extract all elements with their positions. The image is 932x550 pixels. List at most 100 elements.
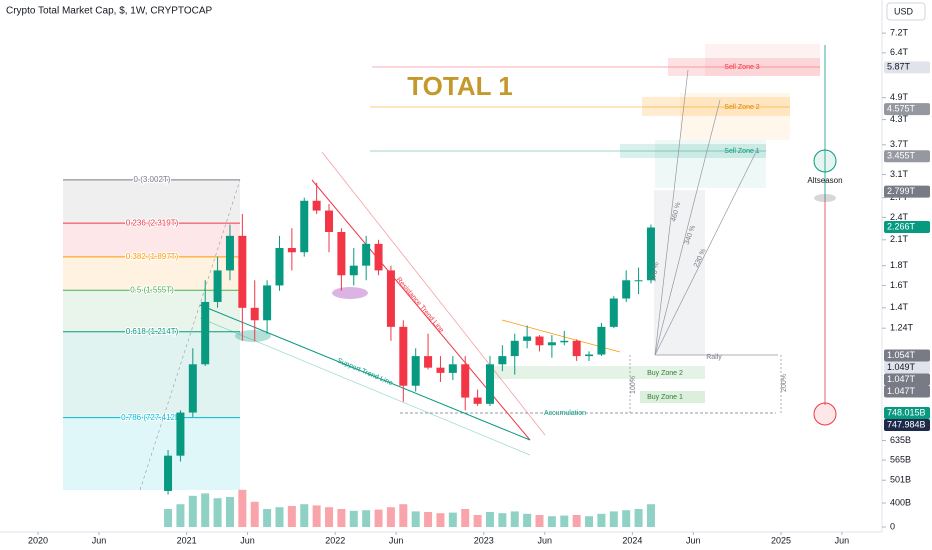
candle-body	[535, 336, 544, 346]
accumulation-label: Accumulation	[544, 410, 586, 417]
volume-bar	[362, 510, 371, 527]
candle-body	[263, 285, 272, 321]
candle-body	[325, 210, 334, 233]
price-tag	[884, 185, 930, 198]
x-tick-label: Jun	[389, 535, 404, 545]
x-tick-label: 2025	[771, 535, 791, 545]
x-tick-label: 2024	[622, 535, 642, 545]
fib-band	[63, 179, 240, 224]
y-tick-label: 7.2T	[890, 27, 909, 37]
x-tick-label: Jun	[537, 535, 552, 545]
marker-circle	[813, 402, 837, 426]
volume-bar	[386, 507, 395, 527]
volume-bar	[374, 509, 383, 527]
price-tag-label: 2.799T	[887, 186, 916, 196]
candle-body	[349, 265, 358, 276]
buy-zone	[640, 391, 705, 403]
fib-band	[63, 331, 240, 418]
fib-retracement: 0 (3.002T) 0.236 (2.319T) 0.382 (1.897T) 0.…	[63, 174, 240, 490]
price-tag-label: 2.266T	[887, 221, 916, 231]
y-tick-label: 501B	[890, 475, 911, 485]
x-tick-label: Jun	[686, 535, 701, 545]
candle-body	[634, 280, 643, 282]
currency-label[interactable]: USD	[894, 6, 914, 16]
zone-box	[680, 93, 790, 140]
fan-line	[654, 149, 758, 356]
volume-bar	[201, 493, 210, 527]
x-tick-label: 2020	[28, 535, 48, 545]
candle-body	[436, 367, 445, 373]
currency-button[interactable]	[886, 2, 926, 21]
candle-body	[213, 270, 222, 302]
projection-box	[654, 190, 705, 355]
price-tag	[884, 103, 930, 116]
volume-bar	[597, 513, 606, 527]
sell-zone	[642, 97, 790, 116]
volume-bar	[188, 495, 197, 527]
y-tick-label: 2.4T	[890, 212, 909, 222]
x-tick-label: 2023	[474, 535, 494, 545]
candle-body	[424, 356, 433, 368]
volume-bar	[337, 509, 346, 527]
volume-bar	[250, 501, 259, 527]
candle-body	[312, 200, 321, 211]
volume-bar	[461, 509, 470, 527]
fib-label: 0.5 (1.555T)	[130, 285, 174, 294]
volume-tick-label: 400B	[890, 497, 911, 507]
price-tag-label: 1.047T	[887, 386, 916, 396]
y-tick-label: 4.3T	[890, 114, 909, 124]
volume-bar	[213, 498, 222, 527]
candle-body	[176, 412, 185, 456]
sell-zone	[620, 144, 766, 158]
y-tick-label: 1.8T	[890, 260, 909, 270]
volume-bar	[634, 509, 643, 527]
x-tick-label: 2021	[177, 535, 197, 545]
candle-body	[510, 340, 519, 357]
y-tick-label: 635B	[890, 435, 911, 445]
volume-bar	[510, 511, 519, 527]
candle-body	[300, 200, 309, 253]
fib-band	[63, 256, 240, 291]
marker-ellipse	[814, 194, 836, 202]
candle-body	[164, 455, 173, 491]
zone-label: Sell Zone 2	[724, 104, 760, 111]
price-tag	[884, 361, 930, 374]
price-tag-label: 747.984B	[887, 419, 926, 429]
price-tag-label: 1.047T	[887, 374, 916, 384]
percent-label: 200%	[781, 374, 788, 392]
fib-band	[63, 223, 240, 257]
volume-bar	[225, 497, 234, 527]
y-tick-label: 1.24T	[890, 323, 914, 333]
volume-bar	[436, 513, 445, 527]
candle-body	[188, 364, 197, 413]
y-tick-label: 2.1T	[890, 234, 909, 244]
y-tick-label: 1.6T	[890, 280, 909, 290]
y-tick-label: 1.4T	[890, 302, 909, 312]
candle-body	[238, 235, 247, 308]
fib-band	[63, 290, 240, 332]
volume-bar	[448, 512, 457, 527]
candle-body	[201, 301, 210, 365]
price-tag-label: 1.049T	[887, 362, 916, 372]
volume-bar	[287, 506, 296, 527]
price-tag	[884, 61, 930, 74]
candle-body	[523, 336, 532, 341]
price-tag-label: 4.575T	[887, 104, 916, 114]
fib-label: 0.382 (1.897T)	[126, 252, 179, 261]
candle-body	[646, 227, 655, 281]
percent-label: 460 %	[670, 202, 682, 223]
zone-box	[655, 140, 766, 188]
price-tag-label: 1.054T	[887, 350, 916, 360]
zone-label: Sell Zone 3	[724, 64, 760, 71]
price-tag	[884, 418, 930, 431]
volume-bar	[312, 505, 321, 527]
volume-bar	[263, 509, 272, 527]
price-tag-label: 3.455T	[887, 151, 916, 161]
y-tick-label: 3.1T	[890, 169, 909, 179]
candle-body	[622, 280, 631, 299]
candle-body	[411, 356, 420, 386]
zone-label: Sell Zone 1	[724, 148, 760, 155]
volume-bar	[547, 516, 556, 527]
volume-bar	[572, 515, 581, 527]
